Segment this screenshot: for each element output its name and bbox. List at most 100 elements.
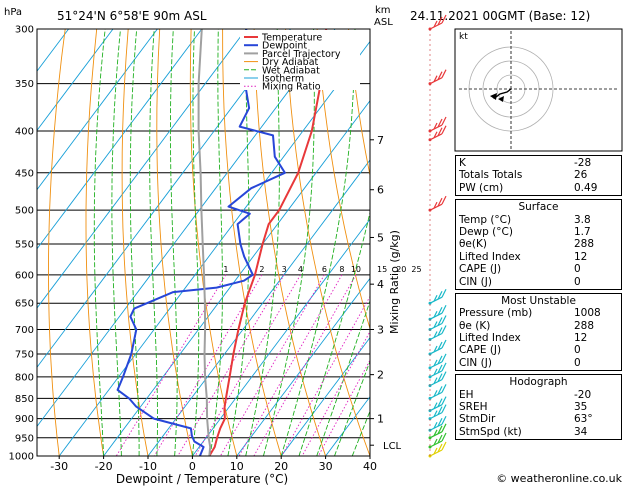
wet-adiabat xyxy=(280,29,356,456)
x-axis-label: Dewpoint / Temperature (°C) xyxy=(116,472,288,486)
mixing-ratio-label: 2 xyxy=(259,265,264,274)
km-tick-label: 7 xyxy=(377,134,384,147)
index-value: 0 xyxy=(574,344,581,357)
index-row: CIN (J) 0 xyxy=(459,276,618,288)
pressure-tick-label: 700 xyxy=(15,325,34,336)
legend-item: Parcel Trajectory xyxy=(262,49,341,60)
mixing-ratio-label: 25 xyxy=(411,265,421,274)
temperature-tick-label: -30 xyxy=(50,460,68,473)
wind-barbs xyxy=(428,14,447,458)
index-label: CIN (J) xyxy=(459,356,492,369)
wind-barb xyxy=(428,69,447,86)
index-label: Temp (°C) xyxy=(459,213,512,226)
wind-barb xyxy=(428,116,447,133)
index-value: 0.49 xyxy=(574,181,598,194)
legend-item: Mixing Ratio xyxy=(262,82,321,93)
wet-adiabat xyxy=(209,29,223,456)
index-row: Totals Totals 26 xyxy=(459,169,618,181)
dry-adiabat xyxy=(316,29,370,331)
index-label: Pressure (mb) xyxy=(459,307,533,320)
wet-adiabat xyxy=(334,360,370,456)
index-row: Temp (°C) 3.8 xyxy=(459,214,618,226)
parcel-trajectory-line xyxy=(197,29,212,456)
index-label: StmSpd (kt) xyxy=(459,425,522,438)
isotherm xyxy=(37,29,203,250)
mixing-ratio-line xyxy=(253,274,357,456)
isotherm xyxy=(236,277,370,456)
index-label: θe (K) xyxy=(459,319,491,332)
index-value: 1.7 xyxy=(574,225,591,238)
mixing-ratio-label: 10 xyxy=(351,265,361,274)
mixing-ratio-label: 3 xyxy=(282,265,287,274)
mixing-ratio-axis-label: Mixing Ratio (g/kg) xyxy=(388,230,401,334)
mixing-ratio-label: 15 xyxy=(377,265,387,274)
isotherm xyxy=(37,29,291,369)
block-title: Surface xyxy=(518,201,559,214)
index-row: θe (K) 288 xyxy=(459,320,618,332)
indices-block: K -28 Totals Totals 26 PW (cm) 0.49 xyxy=(455,155,622,197)
index-row: θe(K) 288 xyxy=(459,238,618,250)
index-row: Lifted Index 12 xyxy=(459,251,618,263)
index-value: 0 xyxy=(574,356,581,369)
mixing-ratio-label: 20 xyxy=(396,265,406,274)
isotherm xyxy=(37,29,69,72)
isotherm xyxy=(58,40,370,456)
dry-adiabat xyxy=(348,29,370,178)
hodograph-kt-label: kt xyxy=(459,32,468,42)
dry-adiabat xyxy=(222,29,282,456)
pressure-tick-label: 300 xyxy=(15,25,34,36)
wind-barb xyxy=(428,404,447,421)
legend-item: Temperature xyxy=(261,33,322,44)
hpa-unit-label: hPa xyxy=(4,7,22,18)
isotherm xyxy=(103,100,370,456)
km-tick-label: 5 xyxy=(377,231,384,244)
index-value: 3.8 xyxy=(574,213,591,226)
wet-adiabat xyxy=(169,29,178,456)
index-label: PW (cm) xyxy=(459,181,504,194)
index-label: CAPE (J) xyxy=(459,263,502,276)
pressure-tick-label: 350 xyxy=(15,79,34,90)
wet-adiabat xyxy=(262,29,315,456)
legend-item: Wet Adiabat xyxy=(262,65,320,76)
wind-barb xyxy=(428,362,447,379)
mixing-ratio-label: 8 xyxy=(339,265,344,274)
mixing-ratio-line xyxy=(301,330,370,456)
dewpoint-line xyxy=(116,29,286,456)
index-value: 34 xyxy=(574,425,588,438)
wind-barb xyxy=(428,125,447,142)
isotherm xyxy=(37,29,336,428)
index-label: SREH xyxy=(459,401,488,414)
isotherm xyxy=(37,29,158,191)
km-tick-label: 4 xyxy=(377,278,384,291)
temperature-tick-label: 40 xyxy=(363,460,377,473)
index-label: CAPE (J) xyxy=(459,344,502,357)
mixing-ratio-line xyxy=(238,274,343,456)
legend-item: Dewpoint xyxy=(262,41,307,52)
wet-adiabat xyxy=(245,29,280,456)
mixing-ratio-line xyxy=(318,359,370,456)
mixing-ratio-label: 6 xyxy=(322,265,327,274)
pressure-tick-label: 850 xyxy=(15,394,34,405)
wet-adiabat xyxy=(93,29,106,456)
index-row: PW (cm) 0.49 xyxy=(459,182,618,194)
temperature-tick-label: -20 xyxy=(95,460,113,473)
temperature-tick-label: 30 xyxy=(319,460,333,473)
pressure-tick-label: 650 xyxy=(15,299,34,310)
index-value: 0 xyxy=(574,275,581,288)
wind-barb xyxy=(428,325,447,341)
mixing-ratio-line xyxy=(153,274,263,456)
index-row: SREH 35 xyxy=(459,401,618,413)
km-tick-label: 1 xyxy=(377,413,384,426)
legend-item: Isotherm xyxy=(262,74,304,85)
temperature-tick-label: 0 xyxy=(189,460,196,473)
wind-barb xyxy=(428,353,447,370)
hodograph-block: Hodograph EH -20 SREH 35 StmDir 63° StmSpd (kt)… xyxy=(455,374,622,441)
most-unstable-block: Most Unstable Pressure (mb) 1008 θe (K) 288 L… xyxy=(455,292,622,372)
isotherm xyxy=(325,396,370,456)
index-label: Lifted Index xyxy=(459,332,521,345)
wet-adiabat xyxy=(111,29,122,456)
dry-adiabat xyxy=(48,29,66,456)
mixing-ratio-line xyxy=(115,274,227,456)
location-title: 51°24'N 6°58'E 90m ASL xyxy=(57,9,207,23)
index-label: Totals Totals xyxy=(459,169,523,182)
